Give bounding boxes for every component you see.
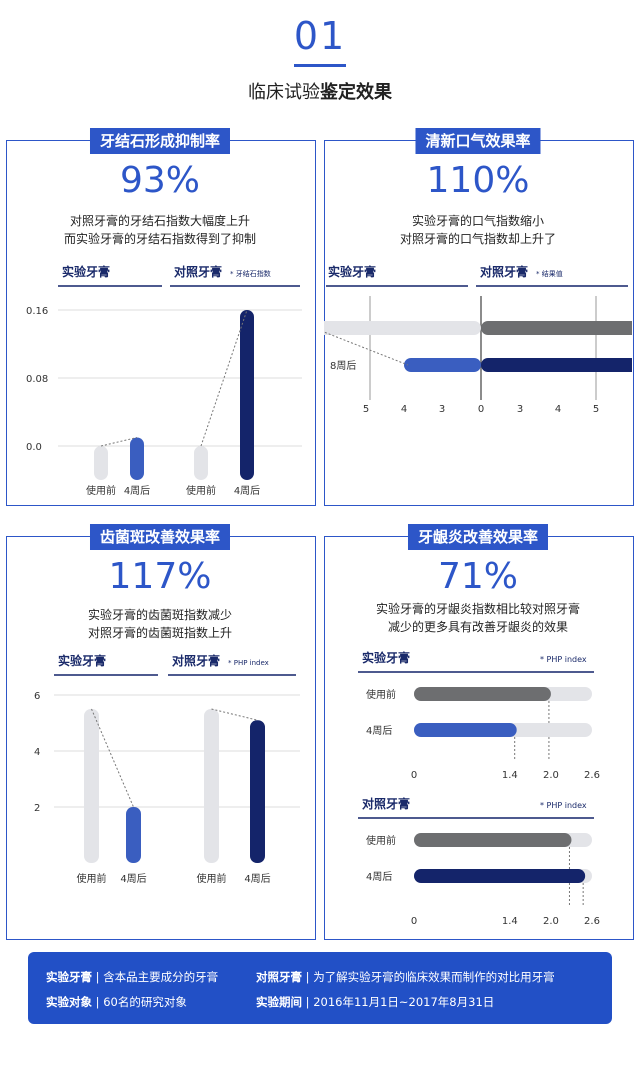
x-tick-label: 1.4	[502, 916, 518, 927]
y-tick-label: 2	[34, 803, 40, 814]
chart-title: 实验牙膏	[362, 650, 410, 665]
x-tick-label: 2.6	[584, 770, 600, 781]
bar-left	[324, 321, 481, 335]
x-tick-label: 2.6	[584, 916, 600, 927]
desc-plaque: 实验牙膏的齿菌斑指数减少 对照牙膏的齿菌斑指数上升	[87, 608, 232, 640]
group-label-control: 对照牙膏	[172, 653, 220, 668]
chart-note: * PHP index	[540, 655, 587, 664]
row-label: 使用前	[366, 688, 396, 701]
row-label: 使用前	[366, 834, 396, 847]
section-number: 01	[293, 14, 347, 58]
y-tick-label: 0.08	[26, 374, 48, 385]
y-tick-label: 6	[34, 691, 40, 702]
desc-breath: 实验牙膏的口气指数缩小 对照牙膏的口气指数却上升了	[399, 214, 556, 246]
x-tick-label: 4	[555, 404, 561, 415]
bar	[414, 723, 517, 737]
x-tick-label: 5	[363, 404, 369, 415]
footer-line-2-left: 实验对象 | 60名的研究对象	[46, 995, 187, 1009]
bar	[94, 446, 108, 480]
percent-gingivitis: 71%	[437, 556, 518, 597]
trend-line	[91, 708, 134, 808]
x-tick-label: 5	[593, 404, 599, 415]
bar-left	[404, 358, 481, 372]
chart-gingivitis-test: 实验牙膏 * PHP index 使用前 4周后 0 1.4 2.0 2.6	[358, 650, 600, 781]
badge-gingivitis: 牙龈炎改善效果率	[407, 524, 549, 550]
percent-tartar: 93%	[119, 160, 200, 201]
row-label: 4周后	[366, 871, 392, 883]
footer-info: 实验牙膏 | 含本品主要成分的牙膏 对照牙膏 | 为了解实验牙膏的临床效果而制作…	[28, 952, 612, 1024]
section-title: 临床试验鉴定效果	[248, 82, 392, 103]
x-tick-label: 0	[411, 770, 417, 781]
x-tick-label: 0	[478, 404, 484, 415]
x-tick-label: 1.4	[502, 770, 518, 781]
x-tick-label: 2.0	[543, 916, 559, 927]
chart-note: * PHP index	[228, 659, 269, 667]
chart-plaque: 实验牙膏 对照牙膏 * PHP index 6 4 2 使用前 4周后 使用前 4周后	[34, 653, 300, 885]
x-tick-label: 3	[517, 404, 523, 415]
x-tick-label: 4	[401, 404, 407, 415]
bar	[204, 709, 219, 863]
group-label-test: 实验牙膏	[328, 264, 376, 279]
row-label-left: 8周后	[330, 360, 356, 372]
group-label-test: 实验牙膏	[58, 653, 106, 668]
y-tick-label: 0.0	[26, 442, 42, 453]
x-tick-label: 4周后	[244, 873, 270, 885]
x-tick-label: 4周后	[124, 485, 150, 497]
desc-gingivitis: 实验牙膏的牙龈炎指数相比较对照牙膏 减少的更多具有改善牙龈炎的效果	[375, 602, 580, 634]
x-tick-label: 使用前	[186, 484, 216, 497]
x-tick-label: 3	[439, 404, 445, 415]
trend-line	[324, 331, 409, 366]
badge-breath: 清新口气效果率	[415, 128, 541, 154]
chart-title: 对照牙膏	[362, 796, 410, 811]
bar-right	[481, 358, 632, 372]
group-label-control: 对照牙膏	[480, 264, 528, 279]
group-label-control: 对照牙膏	[174, 264, 222, 279]
section-underline	[294, 64, 346, 67]
y-tick-label: 0.16	[26, 306, 48, 317]
x-tick-label: 0	[411, 916, 417, 927]
y-tick-label: 4	[34, 747, 40, 758]
x-tick-label: 使用前	[197, 872, 227, 885]
footer-line-1-left: 实验牙膏 | 含本品主要成分的牙膏	[46, 970, 219, 984]
bar	[414, 687, 551, 701]
chart-note: * PHP index	[540, 801, 587, 810]
chart-note: * 牙结石指数	[230, 269, 271, 278]
desc-tartar: 对照牙膏的牙结石指数大幅度上升 而实验牙膏的牙结石指数得到了抑制	[63, 214, 256, 246]
bar	[194, 446, 208, 480]
bar	[126, 807, 141, 863]
bar	[414, 833, 572, 847]
chart-gingivitis-control: 对照牙膏 * PHP index 使用前 4周后 0 1.4 2.0 2.6	[358, 796, 600, 927]
badge-plaque: 齿菌斑改善效果率	[89, 524, 231, 550]
percent-plaque: 117%	[108, 556, 212, 597]
chart-note: * 结果值	[536, 269, 563, 278]
x-tick-label: 使用前	[86, 484, 116, 497]
badge-tartar: 牙结石形成抑制率	[89, 128, 231, 154]
footer-line-2-right: 实验期间 | 2016年11月1日~2017年8月31日	[256, 995, 495, 1009]
row-label: 4周后	[366, 725, 392, 737]
x-tick-label: 4周后	[120, 873, 146, 885]
bar	[240, 310, 254, 480]
x-tick-label: 2.0	[543, 770, 559, 781]
footer-line-1-right: 对照牙膏 | 为了解实验牙膏的临床效果而制作的对比用牙膏	[256, 970, 555, 984]
bar-right	[481, 321, 632, 335]
x-tick-label: 4周后	[234, 485, 260, 497]
percent-breath: 110%	[426, 160, 530, 201]
bar	[130, 437, 144, 480]
bar	[84, 709, 99, 863]
panel-tartar	[6, 140, 316, 506]
bar	[250, 720, 265, 863]
x-tick-label: 使用前	[77, 872, 107, 885]
bar	[414, 869, 586, 883]
group-label-test: 实验牙膏	[62, 264, 110, 279]
